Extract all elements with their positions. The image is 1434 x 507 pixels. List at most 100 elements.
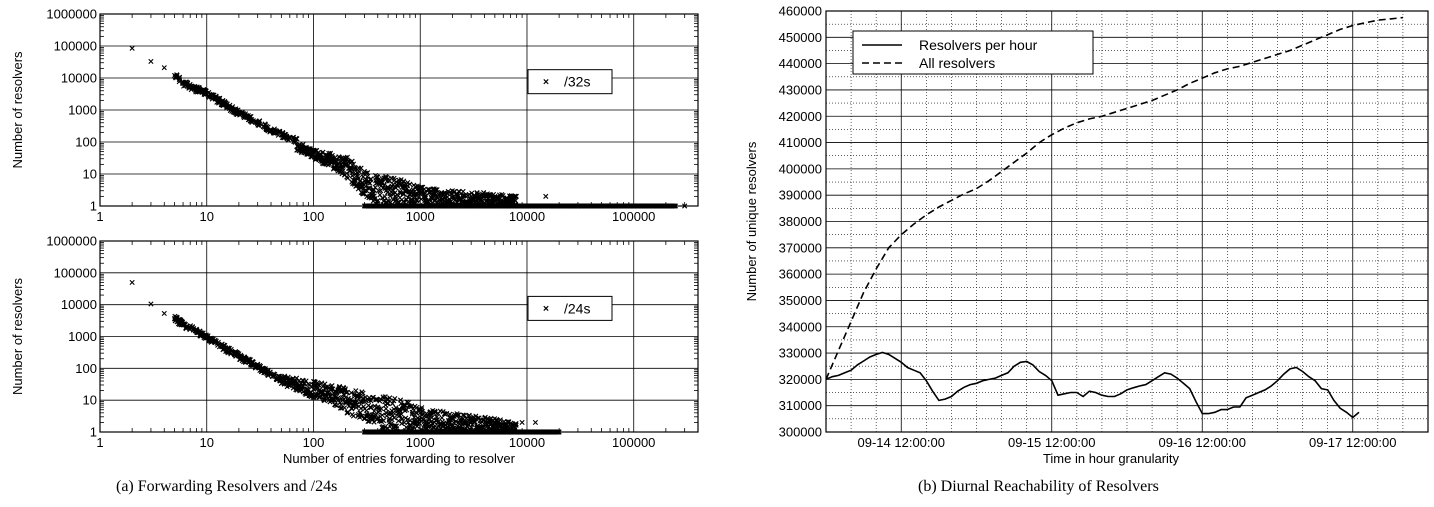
data-point	[414, 404, 420, 411]
data-point	[367, 185, 373, 191]
data-point	[242, 355, 248, 361]
legend: /32s	[527, 69, 613, 95]
data-point	[360, 390, 366, 396]
data-point	[434, 187, 440, 193]
x-tick-label: 100	[303, 435, 325, 450]
data-point	[209, 92, 215, 98]
x-tick-label: 100000	[612, 435, 655, 450]
y-tick-label: 420000	[779, 109, 822, 124]
data-point	[672, 203, 678, 209]
y-tick-label: 320000	[779, 372, 822, 387]
data-point	[190, 327, 197, 333]
data-point	[353, 402, 359, 408]
data-point	[363, 184, 369, 190]
data-point	[235, 107, 241, 113]
data-point	[380, 179, 386, 186]
data-point	[344, 154, 350, 160]
data-point	[345, 175, 351, 181]
data-point	[261, 366, 267, 372]
data-point	[237, 356, 243, 363]
data-point	[184, 83, 190, 89]
x-tick-label: 10	[200, 209, 214, 224]
y-axis-label: Number of resolvers	[10, 51, 25, 169]
data-point	[371, 408, 377, 414]
y-tick-label: 330000	[779, 346, 822, 361]
data-point	[219, 342, 225, 348]
x-tick-label: 1000	[406, 435, 435, 450]
data-point	[344, 389, 350, 395]
data-point	[389, 401, 396, 407]
data-point	[432, 409, 438, 415]
data-point	[273, 130, 279, 136]
y-tick-label: 460000	[779, 4, 822, 19]
data-point	[205, 335, 211, 341]
data-point	[233, 353, 239, 359]
data-point	[183, 79, 189, 85]
data-point	[340, 168, 346, 174]
data-point	[407, 422, 413, 428]
data-point	[455, 412, 461, 418]
data-point	[456, 412, 462, 418]
data-point	[184, 79, 190, 85]
data-point	[269, 374, 275, 380]
x-tick-label: 1	[96, 435, 103, 450]
data-point	[414, 197, 420, 203]
data-point	[294, 136, 300, 142]
data-point	[398, 177, 404, 183]
data-point	[327, 150, 334, 156]
chart-top_left: 1 10 100 1000 10000 100000 1 10 100 1000 10000 1000…	[10, 7, 699, 224]
data-point	[211, 338, 218, 345]
data-point	[267, 128, 274, 134]
data-point	[317, 394, 323, 400]
data-point	[368, 398, 374, 404]
plot-frame	[825, 10, 1429, 433]
data-point	[254, 362, 261, 369]
y-tick-label: 10	[83, 167, 97, 182]
data-point	[148, 301, 154, 307]
data-point	[345, 409, 351, 415]
legend-marker	[543, 305, 549, 312]
data-point	[214, 99, 220, 105]
x-tick-label: 10	[200, 435, 214, 450]
data-point	[513, 193, 520, 199]
y-tick-label: 1000	[68, 329, 97, 344]
legend-label: /32s	[564, 74, 590, 90]
data-point	[476, 415, 482, 421]
data-point	[277, 377, 283, 383]
data-point	[368, 176, 374, 182]
y-tick-label: 430000	[779, 82, 822, 97]
data-point	[393, 405, 399, 411]
data-point	[194, 89, 200, 95]
y-tick-label: 1	[90, 425, 97, 440]
data-point	[497, 417, 503, 423]
data-point	[350, 161, 357, 167]
data-point	[380, 418, 387, 424]
data-point	[173, 316, 179, 322]
data-point	[419, 405, 425, 411]
y-tick-label: 10	[83, 393, 97, 408]
data-point	[255, 361, 261, 368]
data-point	[257, 363, 264, 369]
data-point	[370, 193, 376, 199]
data-point	[303, 378, 309, 384]
x-tick-label: 100000	[612, 209, 655, 224]
data-point	[292, 139, 298, 145]
legend-label: /24s	[564, 300, 590, 316]
x-tick-label: 10000	[509, 209, 545, 224]
data-point	[383, 406, 389, 412]
y-tick-label: 1000000	[46, 7, 97, 22]
data-point	[460, 188, 466, 195]
data-point	[262, 368, 268, 374]
data-point	[197, 332, 204, 338]
data-point	[226, 105, 233, 112]
x-tick-label: 100	[303, 209, 325, 224]
data-point	[358, 165, 364, 171]
y-tick-label: 100000	[54, 265, 97, 280]
data-point	[181, 322, 187, 328]
x-tick-label: 09-17 12:00:00	[1309, 435, 1396, 450]
data-point	[187, 82, 193, 88]
data-point	[222, 99, 228, 106]
data-point	[276, 373, 283, 379]
data-point	[513, 421, 519, 427]
